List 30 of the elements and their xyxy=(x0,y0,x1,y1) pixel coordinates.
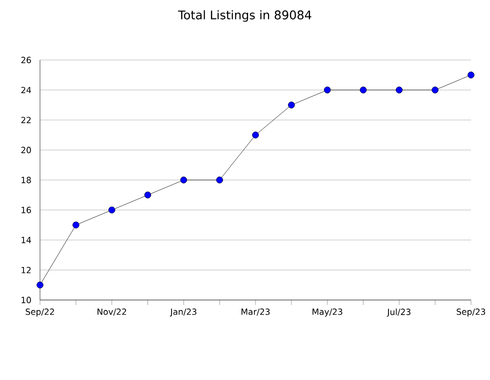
y-tick-label: 24 xyxy=(21,86,31,94)
x-tick-label: Jan/23 xyxy=(170,308,196,317)
y-tick-label: 26 xyxy=(21,56,31,64)
x-tick-label: Sep/23 xyxy=(456,308,486,317)
y-tick-label: 22 xyxy=(21,116,31,124)
point xyxy=(288,102,295,108)
x-tick-label: May/23 xyxy=(312,308,342,317)
x-tick-label: Sep/22 xyxy=(26,308,54,317)
point xyxy=(468,72,474,78)
y-tick-label: 12 xyxy=(22,266,31,274)
point xyxy=(108,206,116,214)
y-tick-label: 16 xyxy=(22,206,31,214)
y-tick-label: 10 xyxy=(22,296,31,304)
point xyxy=(324,86,331,94)
point xyxy=(72,222,80,228)
point xyxy=(180,176,188,184)
point xyxy=(432,86,438,94)
y-tick-label: 14 xyxy=(22,236,31,244)
point xyxy=(36,282,44,288)
x-tick-label: Jul/23 xyxy=(386,308,410,317)
point xyxy=(252,132,259,138)
point xyxy=(396,86,403,94)
chart-title: Total Listings in 89084 xyxy=(178,10,312,22)
point xyxy=(144,192,152,198)
y-tick-label: 18 xyxy=(22,176,31,184)
point xyxy=(360,86,367,94)
x-tick-label: Nov/22 xyxy=(98,308,126,316)
point xyxy=(216,176,223,184)
y-tick-label: 20 xyxy=(21,146,31,154)
x-tick-label: Mar/23 xyxy=(242,308,270,316)
